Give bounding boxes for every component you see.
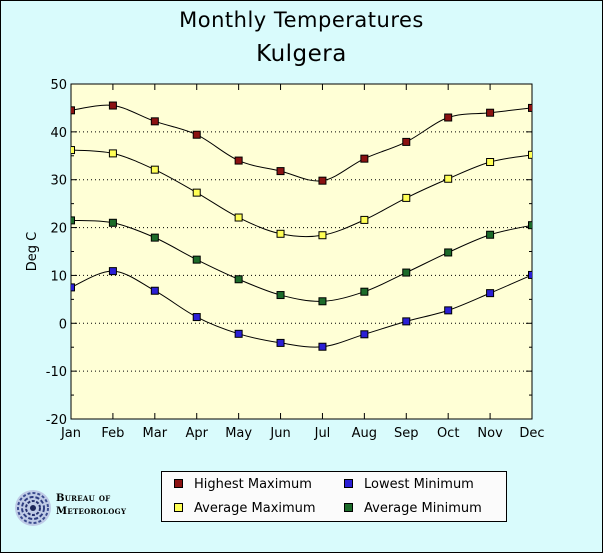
- data-point-average-maximum: [528, 150, 532, 159]
- legend-swatch-average-maximum: [174, 503, 183, 512]
- y-tick-label: 40: [50, 126, 67, 141]
- bom-spiral-icon: [15, 490, 51, 526]
- x-tick-label: May: [225, 426, 252, 441]
- data-point-lowest-minimum: [528, 270, 532, 279]
- data-point-highest-maximum: [150, 117, 159, 126]
- y-tick-label: -20: [46, 413, 67, 428]
- y-tick-label: 10: [50, 269, 67, 284]
- data-point-highest-maximum: [318, 176, 327, 185]
- legend-item-lowest-minimum: Lowest Minimum: [344, 477, 474, 492]
- data-point-average-maximum: [108, 149, 117, 158]
- data-point-highest-maximum: [234, 156, 243, 165]
- bom-logo-line2: Meteorology: [56, 506, 127, 517]
- data-point-average-minimum: [108, 218, 117, 227]
- x-tick-label: Jan: [60, 426, 81, 441]
- data-point-average-maximum: [444, 174, 453, 183]
- y-tick-label: 0: [59, 317, 67, 332]
- bom-logo-text: Bureau of Meteorology: [56, 492, 126, 518]
- data-point-highest-maximum: [402, 137, 411, 146]
- legend: Highest Maximum Lowest Minimum Average M…: [161, 471, 507, 522]
- x-tick-label: Oct: [437, 426, 459, 441]
- x-tick-label: Aug: [352, 426, 377, 441]
- data-point-highest-maximum: [486, 108, 495, 117]
- x-tick-label: Mar: [143, 426, 168, 441]
- data-point-average-maximum: [150, 165, 159, 174]
- legend-swatch-average-minimum: [344, 503, 353, 512]
- x-tick-label: Jun: [269, 426, 290, 441]
- legend-label-average-minimum: Average Minimum: [364, 501, 482, 516]
- series-highest-maximum: [71, 101, 532, 185]
- y-tick-label: 50: [50, 78, 67, 93]
- data-point-lowest-minimum: [192, 313, 201, 322]
- data-point-lowest-minimum: [276, 338, 285, 347]
- data-point-highest-maximum: [276, 167, 285, 176]
- y-tick-label: 30: [50, 174, 67, 189]
- y-tick-label: 20: [50, 222, 67, 237]
- x-tick-label: Sep: [394, 426, 419, 441]
- legend-swatch-highest-maximum: [174, 479, 183, 488]
- data-point-average-minimum: [528, 221, 532, 230]
- data-point-average-minimum: [486, 230, 495, 239]
- bom-logo: Bureau of Meteorology: [14, 489, 126, 531]
- data-point-lowest-minimum: [318, 342, 327, 351]
- data-point-highest-maximum: [71, 106, 75, 115]
- legend-item-average-minimum: Average Minimum: [344, 501, 482, 516]
- data-point-lowest-minimum: [150, 286, 159, 295]
- x-tick-label: Nov: [477, 426, 503, 441]
- data-point-average-maximum: [192, 188, 201, 197]
- data-point-lowest-minimum: [402, 317, 411, 326]
- legend-item-highest-maximum: Highest Maximum: [174, 477, 312, 492]
- data-point-average-minimum: [276, 291, 285, 300]
- data-point-average-maximum: [360, 215, 369, 224]
- data-point-average-maximum: [276, 229, 285, 238]
- data-point-lowest-minimum: [108, 267, 117, 276]
- data-point-lowest-minimum: [234, 329, 243, 338]
- data-point-lowest-minimum: [444, 306, 453, 315]
- legend-item-average-maximum: Average Maximum: [174, 501, 316, 516]
- chart-title: Monthly Temperatures: [179, 8, 424, 32]
- series-average-maximum: [71, 146, 532, 240]
- data-point-average-minimum: [71, 216, 75, 225]
- data-point-average-minimum: [444, 248, 453, 257]
- x-tick-label: Apr: [185, 426, 208, 441]
- legend-label-average-maximum: Average Maximum: [194, 501, 316, 516]
- legend-swatch-lowest-minimum: [344, 479, 353, 488]
- data-point-highest-maximum: [108, 101, 117, 110]
- y-axis-label: Deg C: [25, 232, 40, 271]
- data-point-average-maximum: [402, 193, 411, 202]
- data-point-highest-maximum: [192, 130, 201, 139]
- data-point-average-maximum: [486, 158, 495, 167]
- x-tick-label: Dec: [519, 426, 544, 441]
- data-point-average-minimum: [402, 268, 411, 277]
- data-point-average-maximum: [234, 213, 243, 222]
- data-point-highest-maximum: [528, 103, 532, 112]
- chart-subtitle: Kulgera: [256, 41, 347, 67]
- data-point-highest-maximum: [360, 154, 369, 163]
- data-point-lowest-minimum: [71, 283, 75, 292]
- data-point-average-minimum: [150, 233, 159, 242]
- data-point-lowest-minimum: [486, 289, 495, 298]
- plot-area: [71, 84, 532, 419]
- x-tick-label: Jul: [314, 426, 331, 441]
- data-point-average-minimum: [234, 275, 243, 284]
- data-point-average-minimum: [360, 287, 369, 296]
- x-tick-label: Feb: [101, 426, 124, 441]
- data-point-average-maximum: [71, 146, 75, 155]
- bom-logo-line1: Bureau of: [56, 493, 111, 504]
- line-chart: -20 -10 0 10 20 30 40 50 Jan Feb Mar Apr May Jun Jul Au…: [25, 78, 545, 441]
- y-tick-label: -10: [46, 365, 67, 380]
- data-point-lowest-minimum: [360, 330, 369, 339]
- data-point-highest-maximum: [444, 113, 453, 122]
- data-point-average-minimum: [318, 297, 327, 306]
- series-average-minimum: [71, 216, 532, 306]
- data-point-average-maximum: [318, 231, 327, 240]
- legend-label-lowest-minimum: Lowest Minimum: [364, 477, 474, 492]
- legend-label-highest-maximum: Highest Maximum: [194, 477, 312, 492]
- series-lowest-minimum: [71, 267, 532, 351]
- data-point-average-minimum: [192, 255, 201, 264]
